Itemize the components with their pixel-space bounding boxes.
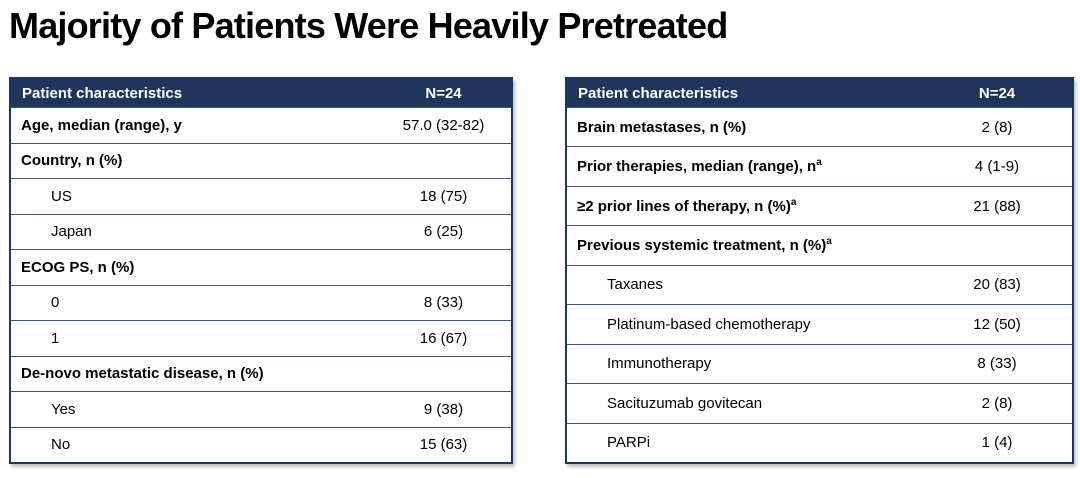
row-label: Yes [51, 400, 76, 418]
row-value: 4 (1-9) [974, 158, 1020, 176]
row-value: 9 (38) [423, 400, 464, 418]
row-label: Prior therapies, median (range), na [567, 157, 922, 176]
patient-characteristics-table-right: Patient characteristics N=24 Brain metas… [565, 77, 1074, 464]
table-row: ≥2 prior lines of therapy, n (%)a 21 (88… [567, 185, 1072, 226]
row-label: Japan [51, 223, 92, 241]
row-value: 12 (50) [973, 315, 1021, 333]
row-label: Platinum-based chemotherapy [607, 315, 811, 333]
row-label: Sacituzumab govitecan [607, 394, 763, 412]
footnote-marker: a [790, 196, 797, 208]
row-label: No [51, 436, 71, 454]
table-body: Age, median (range), y 57.0 (32-82) Coun… [11, 107, 511, 462]
table-row: Sacituzumab govitecan 2 (8) [567, 383, 1072, 423]
row-value: 15 (63) [419, 436, 468, 454]
header-label: Patient characteristics [22, 84, 183, 102]
row-label-text: Prior therapies, median (range), n [577, 158, 817, 176]
table-body: Brain metastases, n (%) 2 (8) Prior ther… [567, 107, 1072, 462]
row-label: Previous systemic treatment, n (%)a [567, 236, 922, 255]
row-label: PARPi [607, 434, 651, 452]
row-label-text: ≥2 prior lines of therapy, n (%) [577, 197, 791, 215]
row-label: ECOG PS, n (%) [21, 258, 135, 276]
row-label: 1 [51, 329, 60, 347]
table-header: Patient characteristics N=24 [11, 79, 511, 107]
table-row: No 15 (63) [11, 426, 511, 462]
row-value: 2 (8) [981, 118, 1013, 136]
header-n-value: N=24 [425, 84, 462, 102]
row-value: 57.0 (32-82) [402, 116, 485, 134]
row-value: 18 (75) [419, 187, 468, 205]
table-row: Country, n (%) [11, 142, 511, 178]
row-label-text: Previous systemic treatment, n (%) [577, 237, 827, 255]
row-value: 1 (4) [981, 434, 1013, 452]
row-value: 16 (67) [419, 329, 468, 347]
table-row: Platinum-based chemotherapy 12 (50) [567, 304, 1072, 344]
row-value: 2 (8) [981, 394, 1013, 412]
table-header: Patient characteristics N=24 [567, 79, 1072, 107]
table-row: Prior therapies, median (range), na 4 (1… [567, 146, 1072, 186]
table-row: PARPi 1 (4) [567, 422, 1072, 462]
table-row: Immunotherapy 8 (33) [567, 343, 1072, 384]
row-label: Age, median (range), y [21, 116, 182, 134]
table-row: Previous systemic treatment, n (%)a [567, 225, 1072, 265]
row-value: 8 (33) [423, 294, 464, 312]
row-value: 6 (25) [423, 223, 464, 241]
table-row: 1 16 (67) [11, 320, 511, 356]
footnote-marker: a [816, 157, 822, 169]
table-row: Yes 9 (38) [11, 391, 511, 427]
header-label: Patient characteristics [578, 84, 739, 102]
row-value: 8 (33) [977, 355, 1017, 373]
table-row: 0 8 (33) [11, 284, 511, 320]
patient-characteristics-table-left: Patient characteristics N=24 Age, median… [9, 77, 513, 464]
table-row: De-novo metastatic disease, n (%) [11, 355, 511, 391]
table-row: ECOG PS, n (%) [11, 249, 511, 285]
row-label: De-novo metastatic disease, n (%) [21, 365, 264, 383]
table-row: Age, median (range), y 57.0 (32-82) [11, 107, 511, 143]
footnote-marker: a [826, 236, 832, 248]
row-label: Country, n (%) [21, 152, 123, 170]
row-label: Brain metastases, n (%) [577, 118, 747, 136]
row-value: 20 (83) [973, 276, 1021, 294]
row-label: ≥2 prior lines of therapy, n (%)a [567, 196, 922, 215]
page-title: Majority of Patients Were Heavily Pretre… [9, 5, 728, 46]
table-row: US 18 (75) [11, 178, 511, 214]
row-label: Immunotherapy [607, 355, 712, 373]
row-label: US [51, 187, 72, 205]
row-value: 21 (88) [973, 197, 1021, 215]
row-label: Taxanes [607, 276, 663, 294]
table-row: Taxanes 20 (83) [567, 264, 1072, 305]
row-label: 0 [51, 294, 60, 312]
header-n-value: N=24 [978, 84, 1016, 102]
table-row: Japan 6 (25) [11, 213, 511, 249]
table-row: Brain metastases, n (%) 2 (8) [567, 107, 1072, 147]
